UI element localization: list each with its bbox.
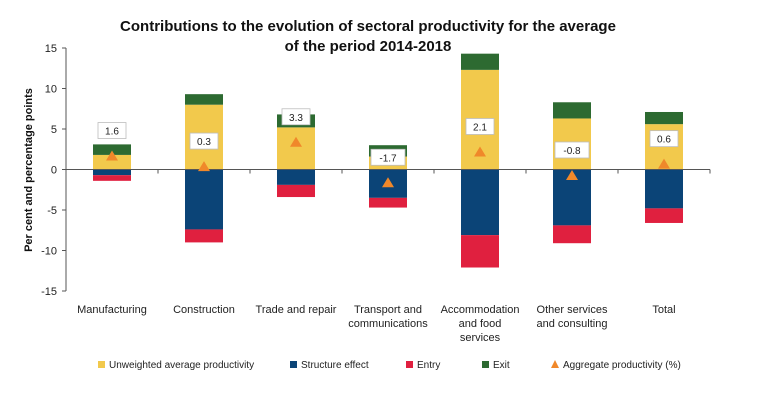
data-label: 0.3 <box>197 137 211 148</box>
bar-segment <box>645 169 683 209</box>
data-label-box <box>465 118 495 135</box>
x-category-label: Accommodation <box>441 304 520 316</box>
legend-label: Exit <box>493 360 510 371</box>
x-category-label: and consulting <box>537 318 608 330</box>
bar-segment <box>553 225 591 244</box>
bar-segment <box>553 102 591 119</box>
legend-marker <box>551 360 559 368</box>
legend-label: Unweighted average productivity <box>109 360 254 371</box>
data-label-box <box>370 148 406 166</box>
bar-segment <box>369 197 407 208</box>
aggregate-marker <box>658 158 670 169</box>
y-tick-label: 5 <box>51 124 57 136</box>
bar-segment <box>93 154 131 170</box>
y-tick-label: -15 <box>41 286 57 298</box>
aggregate-marker <box>198 161 210 172</box>
legend-swatch <box>290 361 297 368</box>
bar-segment <box>277 127 315 170</box>
bar-segment <box>461 235 499 268</box>
bar-segment <box>93 175 131 181</box>
aggregate-marker <box>566 169 578 180</box>
legend-label: Structure effect <box>301 360 369 371</box>
y-tick-label: 15 <box>45 43 57 55</box>
legend-swatch <box>482 361 489 368</box>
bar-segment <box>645 111 683 125</box>
data-label-box <box>649 130 679 148</box>
x-category-label: Total <box>652 304 675 316</box>
data-label: -1.7 <box>379 153 397 164</box>
aggregate-marker <box>290 136 302 147</box>
y-tick-label: 0 <box>51 165 57 177</box>
bar-segment <box>461 169 499 236</box>
aggregate-marker <box>106 150 118 161</box>
legend: Unweighted average productivity Structure… <box>98 360 681 371</box>
bar-segment <box>93 144 131 155</box>
x-category-label: Trade and repair <box>256 304 337 316</box>
x-category-label: Other services <box>537 304 608 316</box>
x-category-label: Manufacturing <box>77 304 147 316</box>
chart-title-line: Contributions to the evolution of sector… <box>120 18 616 35</box>
aggregate-markers: 1.6 0.3 3.3 -1.7 2.1 -0.8 0.6 <box>97 108 679 188</box>
aggregate-marker <box>474 146 486 157</box>
bar-segment <box>461 53 499 70</box>
data-label: 1.6 <box>105 127 119 138</box>
bar-segment <box>185 229 223 243</box>
x-category-label: Transport and <box>354 304 422 316</box>
data-label: 3.3 <box>289 113 303 124</box>
bar-segment <box>185 94 223 105</box>
y-axis-title: Per cent and percentage points <box>23 88 35 252</box>
data-label: -0.8 <box>563 146 581 157</box>
legend-swatch <box>406 361 413 368</box>
y-axis: -15 -10 -5 0 5 10 15 <box>41 43 67 298</box>
legend-label: Entry <box>417 360 440 371</box>
x-category-label: communications <box>348 318 428 330</box>
x-category-label: services <box>460 332 501 344</box>
chart-title-line: of the period 2014-2018 <box>285 38 452 55</box>
aggregate-marker <box>382 177 394 188</box>
x-category-label: Construction <box>173 304 235 316</box>
data-label-box <box>97 122 127 139</box>
data-label-box <box>281 108 311 126</box>
bar-segment <box>185 169 223 230</box>
y-tick-label: -5 <box>47 205 57 217</box>
bar-segment <box>277 184 315 198</box>
chart-title: Contributions to the evolution of sector… <box>120 18 616 55</box>
x-category-label: and food <box>459 318 502 330</box>
zero-axis <box>65 169 711 174</box>
y-axis-label: Per cent and percentage points <box>23 88 35 252</box>
legend-label: Aggregate productivity (%) <box>563 360 681 371</box>
data-label-box <box>554 141 590 159</box>
legend-swatch <box>98 361 105 368</box>
data-label: 0.6 <box>657 135 671 146</box>
bar-segment <box>645 208 683 223</box>
x-axis-categories: Manufacturing Construction Trade and repai… <box>77 304 675 344</box>
y-tick-label: 10 <box>45 84 57 96</box>
y-tick-label: -10 <box>41 246 57 258</box>
data-label-box <box>189 132 219 150</box>
data-label: 2.1 <box>473 122 487 133</box>
bar-segment <box>93 169 131 176</box>
bar-segment <box>277 169 315 185</box>
